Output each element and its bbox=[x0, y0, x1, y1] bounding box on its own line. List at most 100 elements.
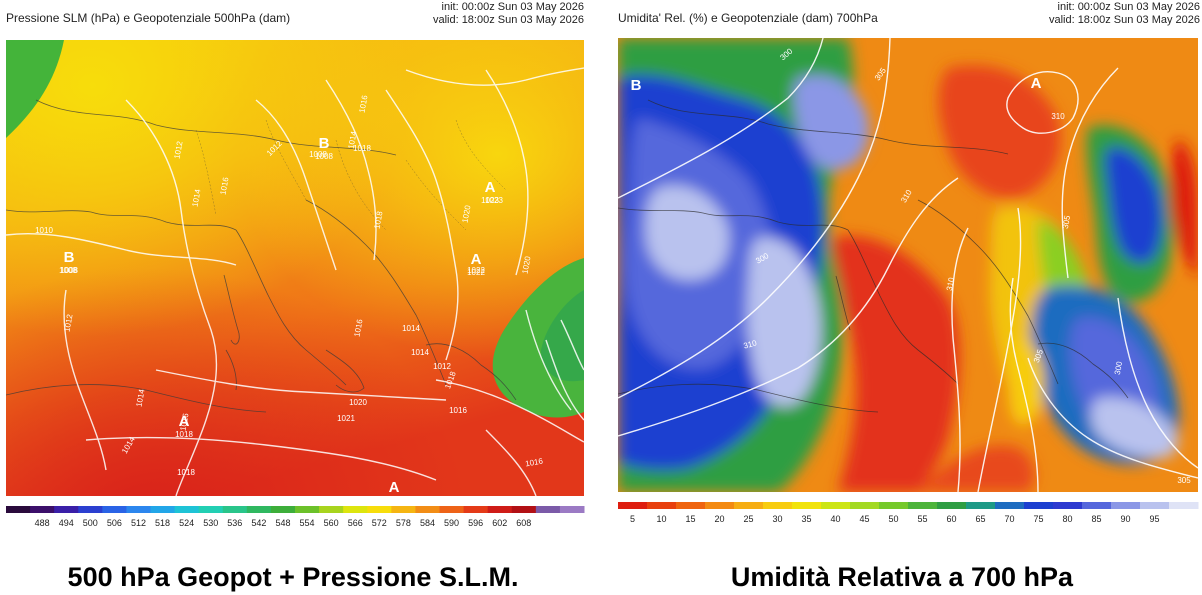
svg-text:1023: 1023 bbox=[485, 196, 503, 205]
left-valid-time: valid: 18:00z Sun 03 May 2026 bbox=[432, 14, 584, 26]
right-colorbar-swatch bbox=[618, 502, 648, 509]
left-colorbar-swatch bbox=[343, 506, 368, 513]
left-colorbar-swatch bbox=[198, 506, 224, 513]
svg-text:1020: 1020 bbox=[461, 204, 473, 224]
left-pressure-label: 1010 bbox=[35, 226, 53, 235]
right-colorbar-tick: 5 bbox=[630, 514, 635, 524]
right-colorbar-swatch bbox=[763, 502, 793, 509]
left-green-nw-area bbox=[6, 40, 64, 138]
right-colorbar-tick: 50 bbox=[888, 514, 898, 524]
left-colorbar-swatch bbox=[126, 506, 151, 513]
right-colorbar-swatch bbox=[1024, 502, 1054, 509]
right-colorbar-tick: 90 bbox=[1120, 514, 1130, 524]
left-colorbar-tick: 596 bbox=[468, 518, 483, 528]
svg-text:1012: 1012 bbox=[173, 140, 185, 160]
right-panel: Umidita' Rel. (%) e Geopotenziale (dam) … bbox=[612, 0, 1202, 540]
svg-text:1020: 1020 bbox=[349, 398, 367, 407]
left-pressure-label: 1012 bbox=[63, 313, 75, 333]
left-pressure-label: 1008 bbox=[59, 266, 77, 275]
svg-text:1016: 1016 bbox=[353, 318, 365, 338]
svg-text:1018: 1018 bbox=[177, 468, 195, 477]
svg-text:1014: 1014 bbox=[411, 348, 429, 357]
left-caption: 500 hPa Geopot + Pressione S.L.M. bbox=[67, 562, 519, 592]
right-colorbar-swatch bbox=[676, 502, 706, 509]
right-colorbar-swatch bbox=[937, 502, 967, 509]
left-colorbar-swatch bbox=[367, 506, 392, 513]
svg-text:B: B bbox=[319, 135, 330, 152]
svg-text:1016: 1016 bbox=[219, 176, 231, 196]
left-colorbar-tick: 524 bbox=[179, 518, 194, 528]
svg-text:1018: 1018 bbox=[373, 210, 385, 230]
left-pressure-label: 1020 bbox=[521, 255, 533, 275]
left-pressure-label: 1018 bbox=[373, 210, 385, 230]
left-colorbar-tick: 542 bbox=[251, 518, 266, 528]
svg-text:1014: 1014 bbox=[402, 324, 420, 333]
right-colorbar-swatch bbox=[1140, 502, 1170, 509]
left-pressure-label: 1020 bbox=[461, 204, 473, 224]
right-colorbar-swatch bbox=[879, 502, 909, 509]
right-colorbar: 5 10 15 20 25 30 35 40 45 50 55 60 65 70 75 80 85 90 95 bbox=[618, 502, 1199, 524]
left-pressure-label: 1012 bbox=[433, 362, 451, 371]
svg-text:1010: 1010 bbox=[35, 226, 53, 235]
right-caption: Umidità Relativa a 700 hPa bbox=[730, 562, 1074, 592]
left-colorbar-tick: 560 bbox=[324, 518, 339, 528]
left-colorbar-tick: 602 bbox=[492, 518, 507, 528]
svg-text:310: 310 bbox=[743, 338, 759, 350]
right-geopotential-label: 305 bbox=[1032, 348, 1045, 364]
left-pressure-label: 1016 bbox=[353, 318, 365, 338]
right-pressure-center: B bbox=[631, 77, 642, 94]
left-colorbar-tick: 536 bbox=[227, 518, 242, 528]
right-geopotential-label: 310 bbox=[945, 276, 956, 291]
left-map-timestamps: init: 00:00z Sun 03 May 2026 valid: 18:0… bbox=[433, 1, 584, 27]
left-colorbar-swatch bbox=[439, 506, 465, 513]
right-colorbar-tick: 95 bbox=[1149, 514, 1159, 524]
left-pressure-label: 1016 bbox=[525, 456, 545, 468]
left-colorbar-tick: 500 bbox=[83, 518, 98, 528]
left-colorbar-swatch bbox=[150, 506, 176, 513]
left-pressure-label: 1023 bbox=[485, 196, 503, 205]
left-colorbar-swatch bbox=[391, 506, 416, 513]
right-colorbar-swatch bbox=[1053, 502, 1083, 509]
left-colorbar-swatch bbox=[415, 506, 440, 513]
left-coastlines bbox=[6, 99, 517, 413]
svg-text:1012: 1012 bbox=[433, 362, 451, 371]
right-colorbar-tick: 35 bbox=[801, 514, 811, 524]
left-pressure-label: 1018 bbox=[177, 468, 195, 477]
svg-text:305: 305 bbox=[1177, 476, 1191, 485]
svg-text:1014: 1014 bbox=[191, 188, 203, 208]
left-pressure-label: 1016 bbox=[219, 176, 231, 196]
left-colorbar-tick: 584 bbox=[420, 518, 435, 528]
left-pressure-label: 1020 bbox=[349, 398, 367, 407]
right-colorbar-tick: 20 bbox=[714, 514, 724, 524]
right-colorbar-swatch bbox=[821, 502, 851, 509]
svg-text:1014: 1014 bbox=[135, 388, 147, 408]
left-colorbar-swatch bbox=[487, 506, 513, 513]
svg-text:1014: 1014 bbox=[347, 130, 359, 150]
left-colorbar-swatch bbox=[222, 506, 248, 513]
svg-text:1018: 1018 bbox=[175, 430, 193, 439]
right-colorbar-swatch bbox=[908, 502, 938, 509]
svg-text:A: A bbox=[389, 479, 400, 496]
svg-text:1016: 1016 bbox=[525, 456, 545, 468]
left-colorbar-swatch bbox=[174, 506, 200, 513]
right-colorbar-tick: 85 bbox=[1091, 514, 1101, 524]
right-coastlines bbox=[618, 99, 1129, 413]
left-colorbar-swatch bbox=[78, 506, 103, 513]
right-colorbar-swatch bbox=[647, 502, 677, 509]
right-init-time: init: 00:00z Sun 03 May 2026 bbox=[1057, 1, 1200, 13]
svg-text:A: A bbox=[179, 413, 190, 430]
left-colorbar-tick: 488 bbox=[35, 518, 50, 528]
left-colorbar-swatch bbox=[535, 506, 561, 513]
right-colorbar-tick: 75 bbox=[1033, 514, 1043, 524]
right-colorbar-tick: 45 bbox=[859, 514, 869, 524]
left-colorbar-swatch bbox=[295, 506, 320, 513]
left-colorbar-tick: 578 bbox=[396, 518, 411, 528]
left-colorbar-tick: 566 bbox=[348, 518, 363, 528]
right-colorbar-tick: 80 bbox=[1062, 514, 1072, 524]
svg-text:310: 310 bbox=[1051, 112, 1065, 121]
svg-text:1020: 1020 bbox=[521, 255, 533, 275]
